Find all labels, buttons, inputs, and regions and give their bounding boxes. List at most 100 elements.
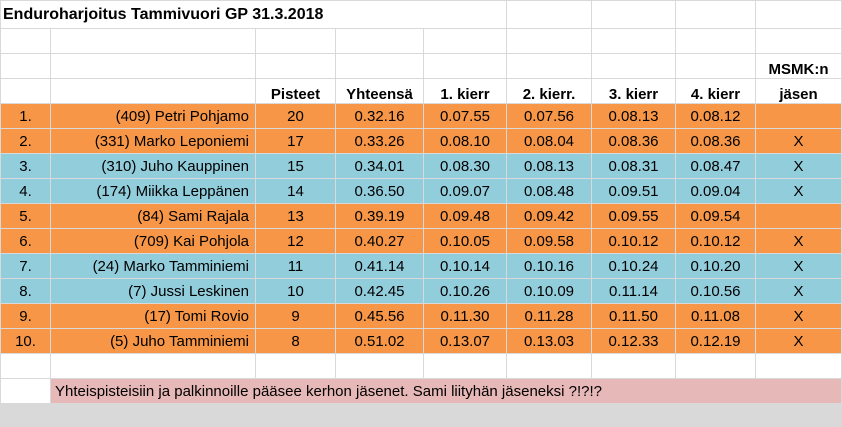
rider-name-cell[interactable]: (174) Miikka Leppänen [50,178,256,204]
member-cell[interactable]: X [755,228,842,254]
lap1-cell[interactable]: 0.09.48 [423,203,507,229]
lap4-cell[interactable]: 0.08.12 [675,103,756,129]
lap2-cell[interactable]: 0.10.09 [506,278,592,304]
rider-name-cell[interactable]: (310) Juho Kauppinen [50,153,256,179]
lap2-cell[interactable]: 0.11.28 [506,303,592,329]
rider-name-cell[interactable]: (331) Marko Leponiemi [50,128,256,154]
header-lap4[interactable]: 4. kierr [675,78,756,104]
lap3-cell[interactable]: 0.11.50 [591,303,676,329]
lap1-cell[interactable]: 0.10.14 [423,253,507,279]
rider-name-cell[interactable]: (17) Tomi Rovio [50,303,256,329]
member-cell[interactable]: X [755,153,842,179]
points-cell[interactable]: 8 [255,328,336,354]
lap4-cell[interactable]: 0.10.56 [675,278,756,304]
lap4-cell[interactable]: 0.11.08 [675,303,756,329]
header-lap1[interactable]: 1. kierr [423,78,507,104]
total-time-cell[interactable]: 0.32.16 [335,103,424,129]
lap1-cell[interactable]: 0.13.07 [423,328,507,354]
lap3-cell[interactable]: 0.09.55 [591,203,676,229]
lap4-cell[interactable]: 0.08.47 [675,153,756,179]
points-cell[interactable]: 14 [255,178,336,204]
lap3-cell[interactable]: 0.12.33 [591,328,676,354]
position-cell[interactable]: 8. [0,278,51,304]
total-time-cell[interactable]: 0.33.26 [335,128,424,154]
rider-name-cell[interactable]: (24) Marko Tamminiemi [50,253,256,279]
lap3-cell[interactable]: 0.09.51 [591,178,676,204]
lap4-cell[interactable]: 0.09.54 [675,203,756,229]
position-cell[interactable]: 9. [0,303,51,329]
member-cell[interactable] [755,203,842,229]
lap3-cell[interactable]: 0.08.31 [591,153,676,179]
lap4-cell[interactable]: 0.09.04 [675,178,756,204]
position-cell[interactable]: 7. [0,253,51,279]
header-member-line1[interactable]: MSMK:n [755,53,842,79]
lap1-cell[interactable]: 0.07.55 [423,103,507,129]
position-cell[interactable]: 10. [0,328,51,354]
lap4-cell[interactable]: 0.10.20 [675,253,756,279]
lap1-cell[interactable]: 0.11.30 [423,303,507,329]
lap2-cell[interactable]: 0.13.03 [506,328,592,354]
position-cell[interactable]: 4. [0,178,51,204]
total-time-cell[interactable]: 0.45.56 [335,303,424,329]
header-lap3[interactable]: 3. kierr [591,78,676,104]
points-cell[interactable]: 9 [255,303,336,329]
rider-name-cell[interactable]: (84) Sami Rajala [50,203,256,229]
lap2-cell[interactable]: 0.10.16 [506,253,592,279]
rider-name-cell[interactable]: (5) Juho Tamminiemi [50,328,256,354]
total-time-cell[interactable]: 0.34.01 [335,153,424,179]
member-cell[interactable]: X [755,278,842,304]
points-cell[interactable]: 20 [255,103,336,129]
sheet-title[interactable]: Enduroharjoitus Tammivuori GP 31.3.2018 [0,0,507,29]
total-time-cell[interactable]: 0.40.27 [335,228,424,254]
lap2-cell[interactable]: 0.08.48 [506,178,592,204]
total-time-cell[interactable]: 0.51.02 [335,328,424,354]
header-total[interactable]: Yhteensä [335,78,424,104]
lap3-cell[interactable]: 0.08.36 [591,128,676,154]
lap3-cell[interactable]: 0.10.24 [591,253,676,279]
rider-name-cell[interactable]: (409) Petri Pohjamo [50,103,256,129]
header-points[interactable]: Pisteet [255,78,336,104]
points-cell[interactable]: 13 [255,203,336,229]
member-cell[interactable]: X [755,303,842,329]
lap2-cell[interactable]: 0.09.58 [506,228,592,254]
lap2-cell[interactable]: 0.07.56 [506,103,592,129]
total-time-cell[interactable]: 0.36.50 [335,178,424,204]
total-time-cell[interactable]: 0.42.45 [335,278,424,304]
member-cell[interactable]: X [755,128,842,154]
position-cell[interactable]: 3. [0,153,51,179]
lap3-cell[interactable]: 0.08.13 [591,103,676,129]
lap4-cell[interactable]: 0.08.36 [675,128,756,154]
position-cell[interactable]: 5. [0,203,51,229]
lap1-cell[interactable]: 0.10.26 [423,278,507,304]
rider-name-cell[interactable]: (7) Jussi Leskinen [50,278,256,304]
lap2-cell[interactable]: 0.08.13 [506,153,592,179]
points-cell[interactable]: 15 [255,153,336,179]
lap4-cell[interactable]: 0.12.19 [675,328,756,354]
position-cell[interactable]: 6. [0,228,51,254]
points-cell[interactable]: 11 [255,253,336,279]
lap2-cell[interactable]: 0.08.04 [506,128,592,154]
points-cell[interactable]: 17 [255,128,336,154]
membership-note[interactable]: Yhteispisteisiin ja palkinnoille pääsee … [50,378,842,404]
position-cell[interactable]: 2. [0,128,51,154]
total-time-cell[interactable]: 0.39.19 [335,203,424,229]
lap4-cell[interactable]: 0.10.12 [675,228,756,254]
member-cell[interactable]: X [755,178,842,204]
member-cell[interactable]: X [755,328,842,354]
lap3-cell[interactable]: 0.10.12 [591,228,676,254]
total-time-cell[interactable]: 0.41.14 [335,253,424,279]
lap1-cell[interactable]: 0.08.10 [423,128,507,154]
rider-name-cell[interactable]: (709) Kai Pohjola [50,228,256,254]
member-cell[interactable] [755,103,842,129]
member-cell[interactable]: X [755,253,842,279]
header-lap2[interactable]: 2. kierr. [506,78,592,104]
lap1-cell[interactable]: 0.10.05 [423,228,507,254]
lap2-cell[interactable]: 0.09.42 [506,203,592,229]
points-cell[interactable]: 10 [255,278,336,304]
lap3-cell[interactable]: 0.11.14 [591,278,676,304]
points-cell[interactable]: 12 [255,228,336,254]
lap1-cell[interactable]: 0.08.30 [423,153,507,179]
position-cell[interactable]: 1. [0,103,51,129]
header-member-line2[interactable]: jäsen [755,78,842,104]
lap1-cell[interactable]: 0.09.07 [423,178,507,204]
